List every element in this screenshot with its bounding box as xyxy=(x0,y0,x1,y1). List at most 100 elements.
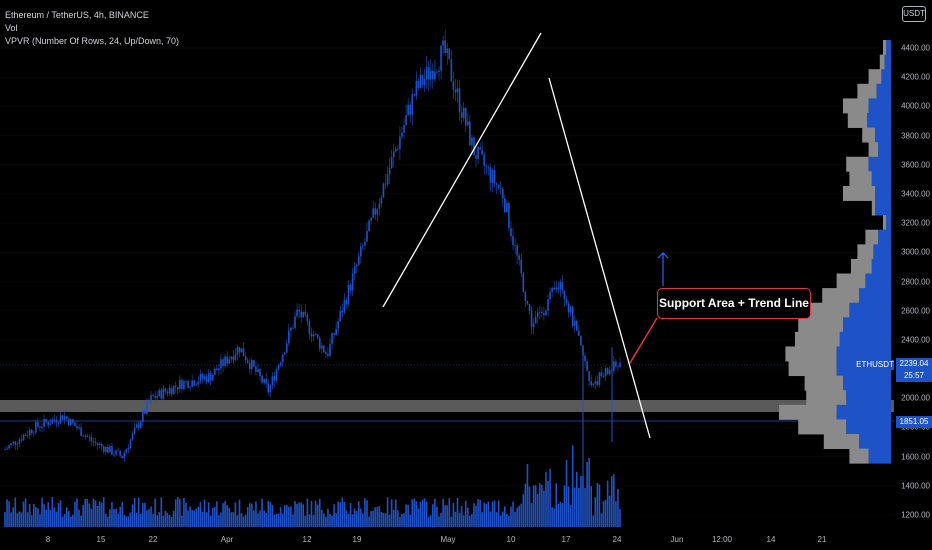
volume-bar xyxy=(163,516,165,527)
volume-bar xyxy=(187,510,189,527)
volume-bar xyxy=(169,515,171,527)
candle-body xyxy=(570,307,572,313)
candle-body xyxy=(586,361,588,371)
volume-bar xyxy=(401,514,403,527)
candle-body xyxy=(508,203,510,228)
time-tick: 14 xyxy=(767,535,776,544)
time-axis[interactable]: 8 15 22 Apr 12 19 May 10 17 24 Jun 12:00 14 21 xyxy=(0,530,894,550)
candle-body xyxy=(360,246,362,256)
volume-bar xyxy=(82,505,84,527)
volume-bar xyxy=(547,481,549,527)
candle-body xyxy=(267,383,269,392)
vpvr-down-bar xyxy=(843,186,875,201)
vpvr-down-bar xyxy=(837,274,866,289)
candle-body xyxy=(80,427,82,435)
volume-bar xyxy=(290,506,292,527)
volume-bar xyxy=(486,504,488,527)
volume-bar xyxy=(613,474,615,527)
candle-body xyxy=(19,439,21,444)
up-arrow-icon[interactable] xyxy=(658,253,668,286)
candle-body xyxy=(257,369,259,372)
volume-bar xyxy=(10,512,12,527)
volume-bar xyxy=(29,504,31,527)
volume-bar xyxy=(446,505,448,527)
price-tick: 4000.00 xyxy=(901,102,930,111)
candle-body xyxy=(296,310,298,317)
candle-body xyxy=(323,346,325,353)
volume-bar xyxy=(105,514,107,527)
candle-body xyxy=(461,112,463,118)
volume-bar xyxy=(331,516,333,527)
vpvr-up-bar xyxy=(846,390,891,405)
price-tick: 2600.00 xyxy=(901,306,930,315)
candle-body xyxy=(27,435,29,436)
candle-body xyxy=(49,424,51,425)
volume-bar xyxy=(4,512,6,527)
candle-body xyxy=(342,311,344,313)
candle-body xyxy=(463,108,465,118)
candle-body xyxy=(167,392,169,394)
volume-bar xyxy=(560,502,562,527)
annotation-callout[interactable]: Support Area + Trend Line xyxy=(657,288,811,319)
volume-bar xyxy=(119,507,121,527)
volume-bar xyxy=(426,502,428,527)
candle-body xyxy=(220,359,222,368)
candle-body xyxy=(599,372,601,385)
candle-body xyxy=(270,385,272,392)
volume-bar xyxy=(362,514,364,527)
candle-body xyxy=(459,88,461,112)
volume-bar xyxy=(64,514,66,527)
candle-body xyxy=(152,395,154,396)
volume-bar xyxy=(294,501,296,527)
candle-body xyxy=(228,359,230,363)
price-axis[interactable]: 4400.00 4200.00 4000.00 3800.00 3600.00 3400.… xyxy=(894,0,932,530)
volume-bar xyxy=(463,515,465,527)
candle-body xyxy=(403,125,405,132)
candle-body xyxy=(339,311,341,321)
candle-body xyxy=(529,304,531,311)
candle-body xyxy=(305,312,307,315)
volume-bars xyxy=(4,445,621,527)
volume-bar xyxy=(479,500,481,527)
candle-body xyxy=(148,402,150,403)
vpvr-down-bar xyxy=(798,317,843,332)
candle-body xyxy=(12,441,14,443)
candle-body xyxy=(483,154,485,165)
volume-bar xyxy=(72,515,74,527)
volume-bar xyxy=(74,502,76,527)
candle-body xyxy=(364,242,366,246)
volume-bar xyxy=(455,512,457,527)
volume-bar xyxy=(529,487,531,527)
candle-body xyxy=(183,381,185,389)
volume-bar xyxy=(309,514,311,527)
volume-bar xyxy=(376,507,378,527)
candle-body xyxy=(173,386,175,395)
legend-volume[interactable]: Vol xyxy=(5,22,179,35)
candles xyxy=(4,30,621,518)
vpvr-down-bar xyxy=(789,361,837,376)
legend-symbol[interactable]: Ethereum / TetherUS, 4h, BINANCE xyxy=(5,9,179,22)
candle-body xyxy=(187,381,189,388)
uptrend-line[interactable] xyxy=(383,33,541,307)
volume-bar xyxy=(80,516,82,527)
volume-bar xyxy=(506,514,508,527)
candle-body xyxy=(325,352,327,354)
volume-bar xyxy=(568,487,570,527)
volume-bar xyxy=(416,501,418,527)
volume-bar xyxy=(564,486,566,527)
candle-body xyxy=(617,366,619,367)
candle-body xyxy=(527,301,529,304)
volume-bar xyxy=(278,514,280,527)
volume-bar xyxy=(321,510,323,527)
candle-body xyxy=(169,388,171,393)
volume-bar xyxy=(241,513,243,527)
candle-body xyxy=(259,369,261,376)
candle-body xyxy=(6,448,8,449)
legend-vpvr[interactable]: VPVR (Number Of Rows, 24, Up/Down, 70) xyxy=(5,35,179,48)
volume-bar xyxy=(274,515,276,527)
volume-bar xyxy=(422,500,424,527)
volume-bar xyxy=(469,516,471,527)
time-tick: 12 xyxy=(303,535,312,544)
candle-body xyxy=(107,447,109,452)
